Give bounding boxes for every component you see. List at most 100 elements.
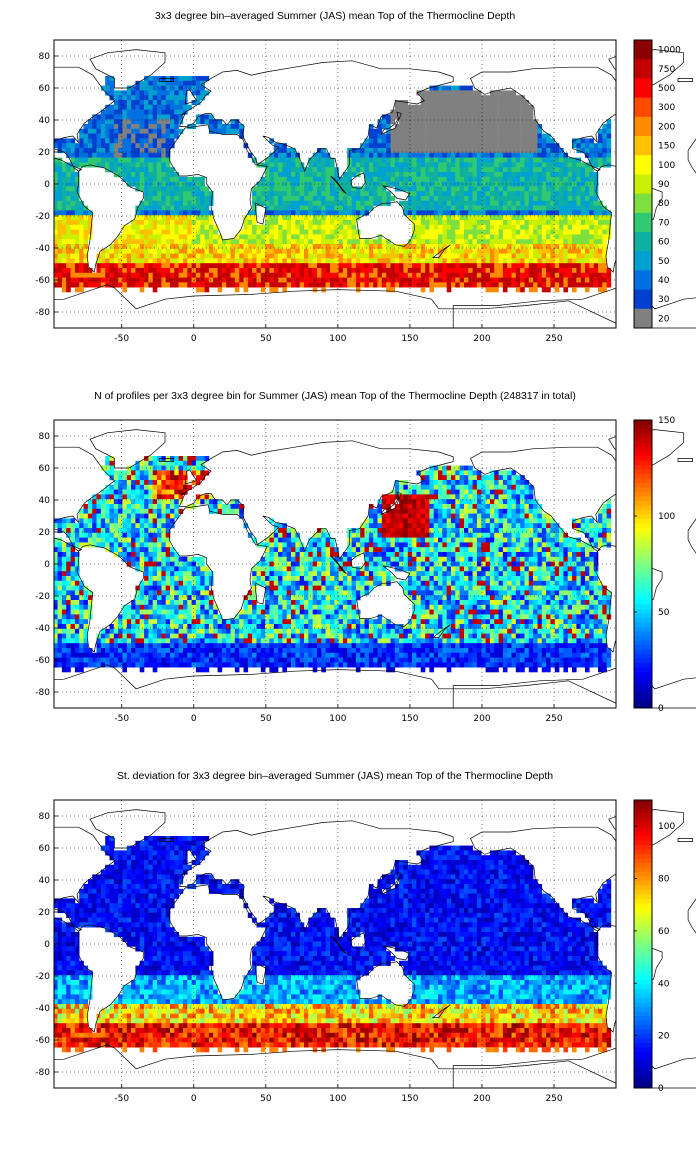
heatmap-cell (62, 258, 67, 263)
heatmap-cell (486, 244, 491, 249)
heatmap-cell (460, 273, 465, 278)
heatmap-cell (468, 105, 473, 110)
heatmap-cell (490, 230, 495, 235)
heatmap-cell (244, 249, 249, 254)
heatmap-cell (494, 162, 499, 167)
heatmap-cell (559, 282, 564, 287)
heatmap-cell (486, 177, 491, 182)
heatmap-cell (110, 143, 115, 148)
heatmap-cell (135, 278, 140, 283)
heatmap-cell (546, 186, 551, 191)
heatmap-cell (71, 191, 76, 196)
heatmap-cell (347, 282, 352, 287)
heatmap-cell (369, 523, 374, 528)
heatmap-cell (373, 196, 378, 201)
heatmap-cell (140, 249, 145, 254)
heatmap-cell (455, 273, 460, 278)
heatmap-cell (477, 523, 482, 528)
heatmap-cell (438, 470, 443, 475)
heatmap-cell (468, 220, 473, 225)
heatmap-cell (127, 504, 132, 509)
heatmap-cell (468, 234, 473, 239)
heatmap-cell (391, 258, 396, 263)
heatmap-cell (239, 273, 244, 278)
heatmap-cell (196, 287, 201, 292)
heatmap-cell (140, 172, 145, 177)
heatmap-cell (416, 490, 421, 495)
heatmap-cell (75, 230, 80, 235)
heatmap-cell (79, 134, 84, 139)
heatmap-cell (218, 244, 223, 249)
heatmap-cell (464, 480, 469, 485)
heatmap-cell (460, 191, 465, 196)
heatmap-cell (231, 263, 236, 268)
heatmap-cell (269, 287, 274, 292)
heatmap-cell (170, 230, 175, 235)
heatmap-cell (161, 100, 166, 105)
heatmap-cell (512, 490, 517, 495)
heatmap-cell (429, 143, 434, 148)
heatmap-cell (291, 196, 296, 201)
heatmap-cell (157, 220, 162, 225)
heatmap-cell (602, 148, 607, 153)
y-tick-label: -80 (35, 308, 50, 318)
colorbar-swatch (634, 117, 652, 137)
heatmap-cell (403, 485, 408, 490)
heatmap-cell (187, 244, 192, 249)
heatmap-cell (157, 182, 162, 187)
heatmap-cell (200, 196, 205, 201)
heatmap-cell (438, 258, 443, 263)
heatmap-cell (161, 129, 166, 134)
heatmap-cell (110, 518, 115, 523)
heatmap-cell (538, 234, 543, 239)
heatmap-cell (589, 172, 594, 177)
heatmap-cell (62, 196, 67, 201)
heatmap-cell (421, 177, 426, 182)
heatmap-cell (429, 124, 434, 129)
heatmap-cell (512, 201, 517, 206)
heatmap-cell (339, 273, 344, 278)
heatmap-cell (101, 278, 106, 283)
heatmap-cell (529, 514, 534, 519)
heatmap-cell (416, 191, 421, 196)
heatmap-cell (131, 470, 136, 475)
heatmap-cell (395, 148, 400, 153)
heatmap-cell (403, 523, 408, 528)
heatmap-cell (602, 523, 607, 528)
heatmap-cell (412, 191, 417, 196)
heatmap-cell (369, 129, 374, 134)
heatmap-cell (71, 258, 76, 263)
heatmap-cell (486, 273, 491, 278)
heatmap-cell (416, 153, 421, 158)
heatmap-cell (75, 268, 80, 273)
heatmap-cell (179, 470, 184, 475)
colorbar-swatch (634, 174, 652, 194)
heatmap-cell (486, 225, 491, 230)
heatmap-cell (166, 282, 171, 287)
heatmap-cell (360, 528, 365, 533)
heatmap-cell (347, 273, 352, 278)
heatmap-cell (529, 268, 534, 273)
heatmap-cell (62, 234, 67, 239)
heatmap-cell (84, 263, 89, 268)
heatmap-cell (425, 490, 430, 495)
heatmap-cell (157, 114, 162, 119)
heatmap-cell (79, 162, 84, 167)
heatmap-cell (403, 114, 408, 119)
heatmap-cell (520, 523, 525, 528)
heatmap-cell (434, 470, 439, 475)
heatmap-cell (295, 196, 300, 201)
heatmap-cell (62, 518, 67, 523)
heatmap-cell (274, 234, 279, 239)
heatmap-cell (75, 206, 80, 211)
heatmap-cell (451, 201, 456, 206)
heatmap-cell (153, 191, 158, 196)
heatmap-cell (360, 263, 365, 268)
heatmap-cell (403, 129, 408, 134)
heatmap-cell (84, 282, 89, 287)
heatmap-cell (352, 191, 357, 196)
heatmap-cell (196, 263, 201, 268)
heatmap-cell (442, 191, 447, 196)
heatmap-cell (170, 494, 175, 499)
heatmap-cell (559, 244, 564, 249)
